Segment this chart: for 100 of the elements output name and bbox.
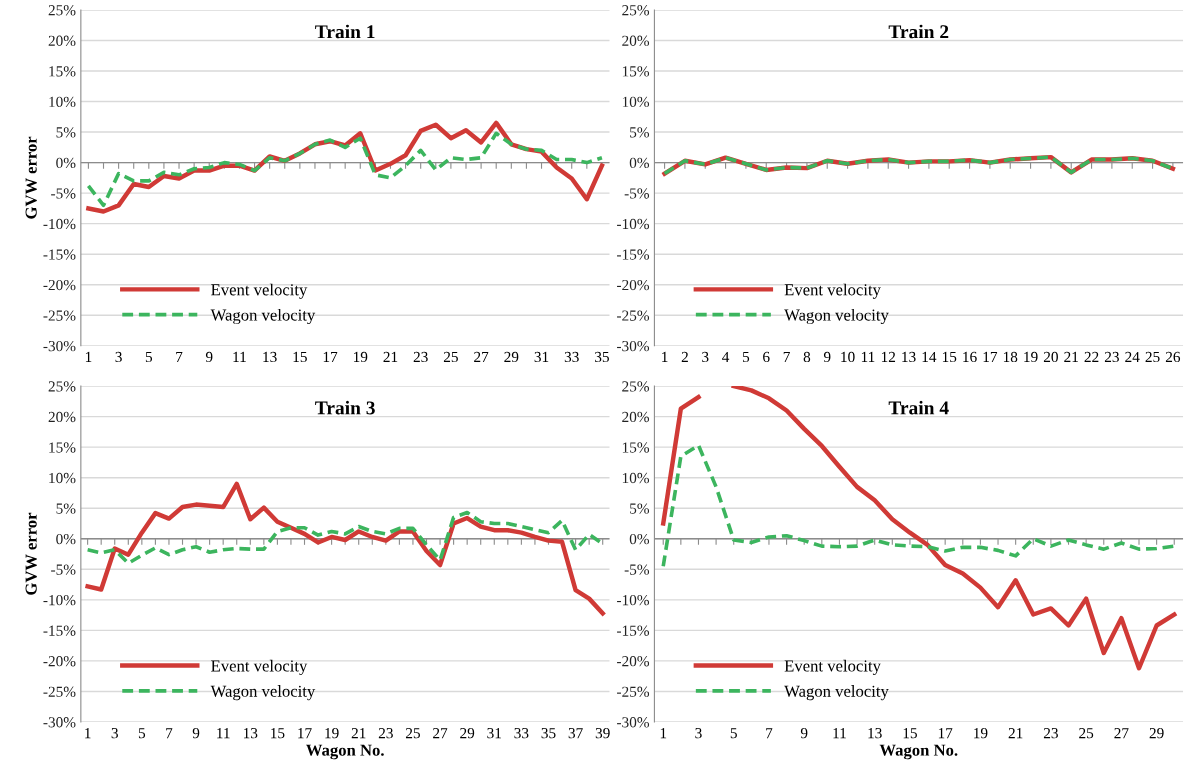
- x-tick-label: 1: [660, 728, 667, 739]
- x-tick-label: 19: [325, 728, 339, 739]
- x-tick-label: 3: [702, 351, 709, 363]
- x-tick-label: 13: [243, 728, 258, 739]
- x-tick-label: 26: [1165, 351, 1181, 363]
- y-tick-label: -30%: [617, 717, 650, 728]
- y-tick-label: 5%: [56, 503, 76, 514]
- x-tick-label: 9: [205, 351, 213, 363]
- x-tick-label: 5: [138, 728, 146, 739]
- legend-label: Wagon velocity: [784, 308, 889, 325]
- y-tick-label: 0%: [629, 157, 650, 169]
- y-tick-label: -10%: [617, 594, 650, 606]
- x-tick-label: 3: [695, 728, 702, 739]
- text: Train 2: [888, 24, 949, 39]
- y-tick-label: -30%: [43, 340, 76, 352]
- y-tick-label: -15%: [617, 249, 650, 260]
- x-tick-label: 7: [766, 728, 773, 739]
- x-tick-label: 13: [263, 351, 277, 363]
- x-tick-label: 4: [722, 351, 730, 362]
- x-tick-label: 3: [111, 728, 118, 739]
- y-tick-label: 0%: [629, 533, 650, 545]
- x-tick-label: 17: [938, 728, 953, 739]
- x-tick-label: 17: [983, 351, 998, 362]
- y-tick-label: 15%: [49, 442, 76, 453]
- y-tick-label: 25%: [48, 381, 76, 392]
- y-tick-label: -20%: [617, 279, 650, 291]
- x-tick-label: 31: [487, 728, 501, 739]
- x-tick-label: 37: [568, 728, 583, 739]
- y-tick-label: -10%: [43, 218, 76, 230]
- x-tick-label: 11: [861, 351, 875, 362]
- x-tick-label: 29: [460, 728, 475, 739]
- x-tick-label: 9: [800, 728, 808, 739]
- x-axis-title: Wagon No.: [306, 744, 384, 760]
- legend-label: Event velocity: [211, 659, 308, 675]
- x-tick-label: 1: [85, 351, 92, 362]
- x-tick-label: 21: [1064, 351, 1078, 362]
- x-tick-label: 22: [1084, 351, 1099, 362]
- y-axis-title: GVW error: [25, 136, 37, 219]
- x-tick-label: 19: [1024, 351, 1038, 363]
- x-tick-label: 3: [115, 351, 122, 363]
- y-tick-label: -25%: [43, 686, 76, 697]
- x-tick-label: 23: [1104, 351, 1119, 363]
- x-tick-label: 27: [474, 351, 489, 362]
- x-tick-label: 23: [1043, 728, 1058, 739]
- x-tick-label: 15: [942, 351, 957, 363]
- x-tick-label: 19: [353, 351, 368, 363]
- y-tick-label: -10%: [43, 594, 76, 606]
- x-tick-label: 10: [841, 351, 855, 363]
- y-tick-label: 25%: [622, 381, 650, 392]
- y-tick-label: -15%: [617, 625, 650, 636]
- x-tick-label: 15: [903, 728, 917, 739]
- y-tick-label: -20%: [43, 279, 76, 291]
- x-tick-label: 21: [351, 728, 366, 739]
- x-tick-label: 29: [504, 351, 519, 363]
- x-tick-label: 35: [541, 728, 556, 739]
- x-tick-label: 33: [514, 728, 529, 739]
- y-tick-label: -5%: [624, 564, 650, 575]
- x-tick-label: 29: [1149, 728, 1164, 739]
- y-tick-label: 10%: [49, 472, 76, 484]
- x-tick-label: 23: [378, 728, 393, 739]
- y-tick-label: 10%: [622, 96, 650, 108]
- x-tick-label: 25: [1079, 728, 1094, 739]
- x-tick-label: 13: [868, 728, 882, 739]
- y-tick-label: -5%: [624, 188, 650, 199]
- x-tick-label: 14: [922, 351, 937, 362]
- legend-label: Wagon velocity: [784, 685, 889, 701]
- x-axis-title: Wagon No.: [879, 744, 958, 760]
- x-tick-label: 24: [1125, 351, 1140, 362]
- x-tick-label: 12: [881, 351, 896, 362]
- legend-label: Wagon velocity: [210, 685, 316, 701]
- text: Train 3: [315, 400, 375, 415]
- x-tick-label: 5: [730, 728, 737, 739]
- x-tick-label: 25: [405, 728, 420, 739]
- y-tick-label: 5%: [630, 127, 650, 138]
- y-tick-label: 20%: [48, 35, 76, 46]
- x-tick-label: 11: [233, 351, 246, 362]
- x-tick-label: 31: [534, 351, 549, 363]
- y-tick-label: 25%: [48, 5, 76, 16]
- x-tick-label: 25: [1145, 351, 1160, 363]
- x-tick-label: 8: [803, 351, 811, 363]
- x-tick-label: 27: [1114, 728, 1129, 739]
- y-tick-label: -25%: [43, 310, 76, 321]
- y-tick-label: 10%: [622, 472, 650, 484]
- y-tick-label: -5%: [51, 188, 76, 199]
- legend-label: Event velocity: [784, 283, 881, 299]
- x-tick-label: 2: [681, 351, 688, 362]
- y-tick-label: 5%: [56, 127, 76, 138]
- y-tick-label: 20%: [622, 35, 650, 46]
- y-tick-label: -15%: [43, 625, 76, 636]
- x-tick-label: 33: [564, 351, 579, 363]
- y-tick-label: -5%: [51, 564, 76, 575]
- y-tick-label: 20%: [48, 411, 76, 423]
- x-tick-label: 6: [763, 351, 770, 363]
- x-tick-label: 5: [742, 351, 750, 363]
- x-tick-label: 11: [833, 728, 846, 739]
- x-tick-label: 23: [413, 351, 428, 363]
- y-tick-label: -15%: [43, 249, 76, 260]
- x-tick-label: 27: [433, 728, 448, 739]
- legend-label: Event velocity: [784, 659, 881, 675]
- x-tick-label: 21: [1008, 728, 1023, 739]
